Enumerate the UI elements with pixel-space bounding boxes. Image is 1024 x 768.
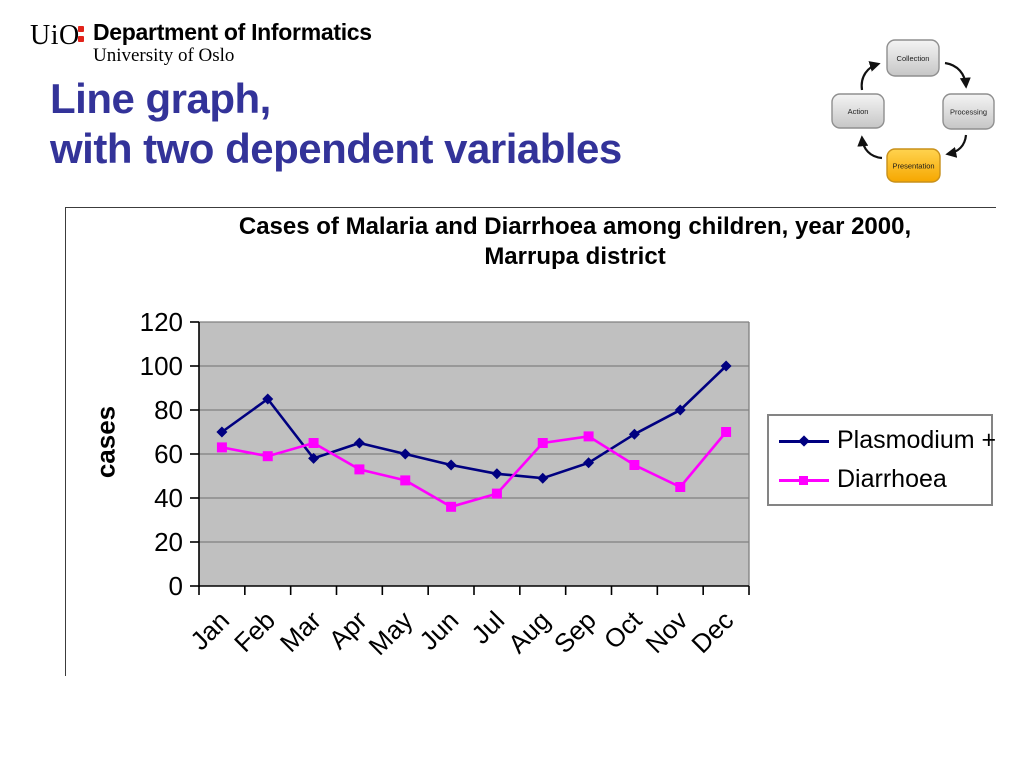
- data-point: [491, 488, 502, 499]
- data-point: [354, 464, 365, 475]
- data-point: [675, 482, 686, 492]
- x-tick-label: Oct: [598, 604, 648, 654]
- series-line-0: [221, 365, 727, 480]
- department-name: Department of Informatics: [93, 19, 372, 45]
- arrow-processing-to-presentation-icon: [945, 134, 968, 158]
- data-point: [491, 468, 503, 480]
- data-point: [216, 426, 228, 438]
- data-point: [629, 460, 640, 470]
- data-point: [537, 438, 548, 448]
- x-tick-label: Mar: [274, 605, 327, 658]
- uio-colon-icon: [78, 26, 85, 43]
- uio-wordmark: UiO: [30, 20, 80, 51]
- chart-legend: Plasmodium + Diarrhoea: [767, 414, 996, 506]
- cycle-node-collection: Collection: [886, 39, 940, 77]
- data-point: [537, 472, 549, 484]
- x-tick-label: Nov: [640, 605, 694, 659]
- legend-entry-plasmodium: Plasmodium +: [779, 426, 996, 455]
- y-tick-label: 120: [140, 307, 183, 337]
- arrow-action-to-collection-icon: [860, 61, 881, 91]
- x-tick-label: Dec: [685, 605, 739, 659]
- data-point: [399, 448, 411, 460]
- cycle-node-action-label: Action: [848, 107, 869, 116]
- x-tick-label: Jan: [184, 605, 235, 656]
- data-point: [446, 501, 457, 512]
- y-tick-label: 40: [154, 483, 183, 513]
- x-tick-label: Sep: [548, 605, 602, 659]
- chart-frame: Cases of Malaria and Diarrhoea among chi…: [65, 207, 996, 676]
- cycle-node-action: Action: [831, 93, 885, 129]
- cycle-node-presentation-label: Presentation: [892, 162, 934, 171]
- data-point: [721, 427, 732, 437]
- slide-title: Line graph, with two dependent variables: [50, 74, 622, 174]
- legend-entry-diarrhoea: Diarrhoea: [779, 465, 991, 494]
- x-tick-label: Apr: [323, 605, 373, 655]
- cycle-node-processing: Processing: [942, 93, 995, 130]
- data-point: [583, 457, 595, 469]
- chart-title: Cases of Malaria and Diarrhoea among chi…: [66, 212, 996, 272]
- arrow-collection-to-processing-icon: [944, 61, 971, 89]
- data-point: [308, 438, 319, 448]
- x-tick-label: Jun: [413, 605, 464, 656]
- data-point: [628, 428, 640, 440]
- x-tick-label: Feb: [228, 605, 281, 658]
- y-tick-label: 60: [154, 439, 183, 469]
- x-tick-label: Jul: [465, 605, 510, 650]
- cycle-node-presentation: Presentation: [886, 148, 941, 183]
- cycle-node-collection-label: Collection: [897, 54, 930, 63]
- cycle-node-processing-label: Processing: [950, 108, 987, 117]
- arrow-presentation-to-action-icon: [857, 135, 883, 160]
- y-tick-label: 80: [154, 395, 183, 425]
- diarrhoea-marker-icon: [779, 472, 829, 488]
- legend-label-plasmodium: Plasmodium +: [837, 426, 997, 454]
- slide-title-line-2: with two dependent variables: [50, 125, 622, 172]
- data-cycle-diagram: Collection Processing Presentation Actio…: [831, 39, 995, 183]
- data-point: [216, 442, 227, 453]
- chart-title-line-1: Cases of Malaria and Diarrhoea among chi…: [238, 213, 912, 240]
- data-point: [308, 452, 320, 464]
- data-point: [262, 393, 274, 405]
- y-tick-label: 0: [169, 571, 183, 601]
- y-axis-title: cases: [90, 405, 121, 479]
- data-point: [400, 475, 411, 486]
- x-tick-label: May: [363, 605, 419, 661]
- y-tick-label: 100: [140, 351, 183, 381]
- chart-title-line-2: Marrupa district: [484, 243, 666, 270]
- data-point: [353, 437, 365, 449]
- university-name: University of Oslo: [93, 45, 235, 66]
- data-point: [445, 459, 457, 471]
- data-point: [583, 431, 594, 442]
- x-tick-label: Aug: [502, 605, 556, 659]
- legend-label-diarrhoea: Diarrhoea: [837, 465, 947, 493]
- data-point: [674, 404, 686, 416]
- data-point: [720, 360, 732, 372]
- slide-title-line-1: Line graph,: [50, 75, 271, 122]
- y-tick-label: 20: [154, 527, 183, 557]
- plasmodium-marker-icon: [779, 433, 829, 449]
- series-line-1: [221, 431, 728, 509]
- data-point: [262, 451, 273, 462]
